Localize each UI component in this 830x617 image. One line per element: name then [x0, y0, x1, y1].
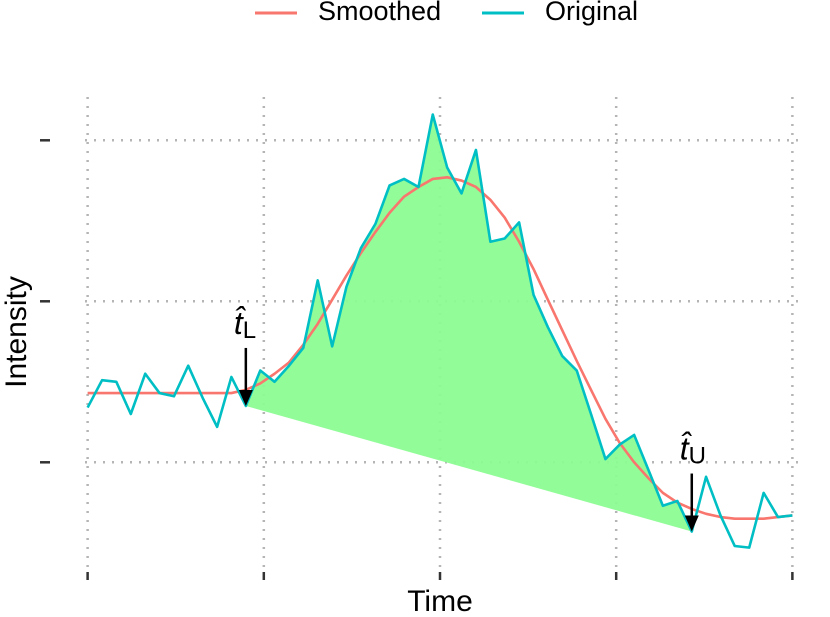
x-axis-label: Time [407, 585, 473, 617]
legend-label: Original [545, 0, 638, 26]
annotation-label: t̂U [680, 431, 706, 470]
legend-label: Smoothed [318, 0, 441, 26]
series-line [86, 113, 793, 549]
arrowhead [684, 515, 699, 532]
y-axis-label: Intensity [0, 276, 33, 388]
annotation-subscript: L [243, 317, 256, 344]
arrowhead [238, 389, 253, 406]
shaded-area [245, 114, 692, 532]
annotation-subscript: U [689, 443, 706, 470]
annotation-label: t̂L [234, 305, 256, 344]
